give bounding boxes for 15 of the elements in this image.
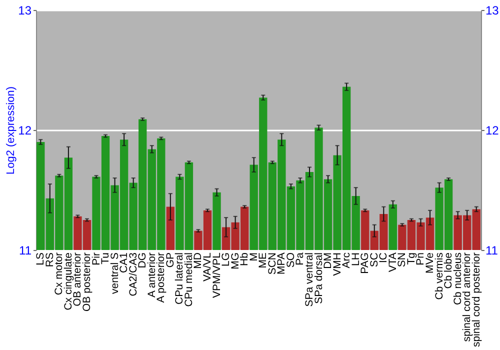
x-tick-label: MVe xyxy=(424,252,436,274)
x-tick-label: Cx cingulate xyxy=(62,252,74,310)
y-tick-label: 11 xyxy=(19,244,32,258)
y-tick-label: 13 xyxy=(18,4,32,18)
x-tick-label: Pn xyxy=(414,252,427,266)
y2-tick-label: 13 xyxy=(486,4,500,18)
x-tick-label: LG xyxy=(220,252,232,267)
x-tick-label: SPa dorsal xyxy=(312,252,325,304)
x-tick-label: MD xyxy=(192,252,204,269)
y2-tick-label: 12 xyxy=(486,124,500,138)
x-tick-label: Pir xyxy=(90,252,102,266)
y2-tick-label: 11 xyxy=(486,244,498,258)
y-tick-label: 12 xyxy=(18,124,32,138)
y-axis-title: Log2 (expression) xyxy=(5,86,18,175)
x-tick-label: CPu medial xyxy=(182,252,195,307)
